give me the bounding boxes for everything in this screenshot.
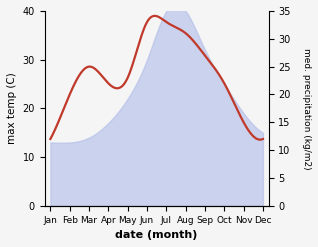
Y-axis label: med. precipitation (kg/m2): med. precipitation (kg/m2): [302, 48, 311, 169]
Y-axis label: max temp (C): max temp (C): [7, 72, 17, 144]
X-axis label: date (month): date (month): [115, 230, 198, 240]
